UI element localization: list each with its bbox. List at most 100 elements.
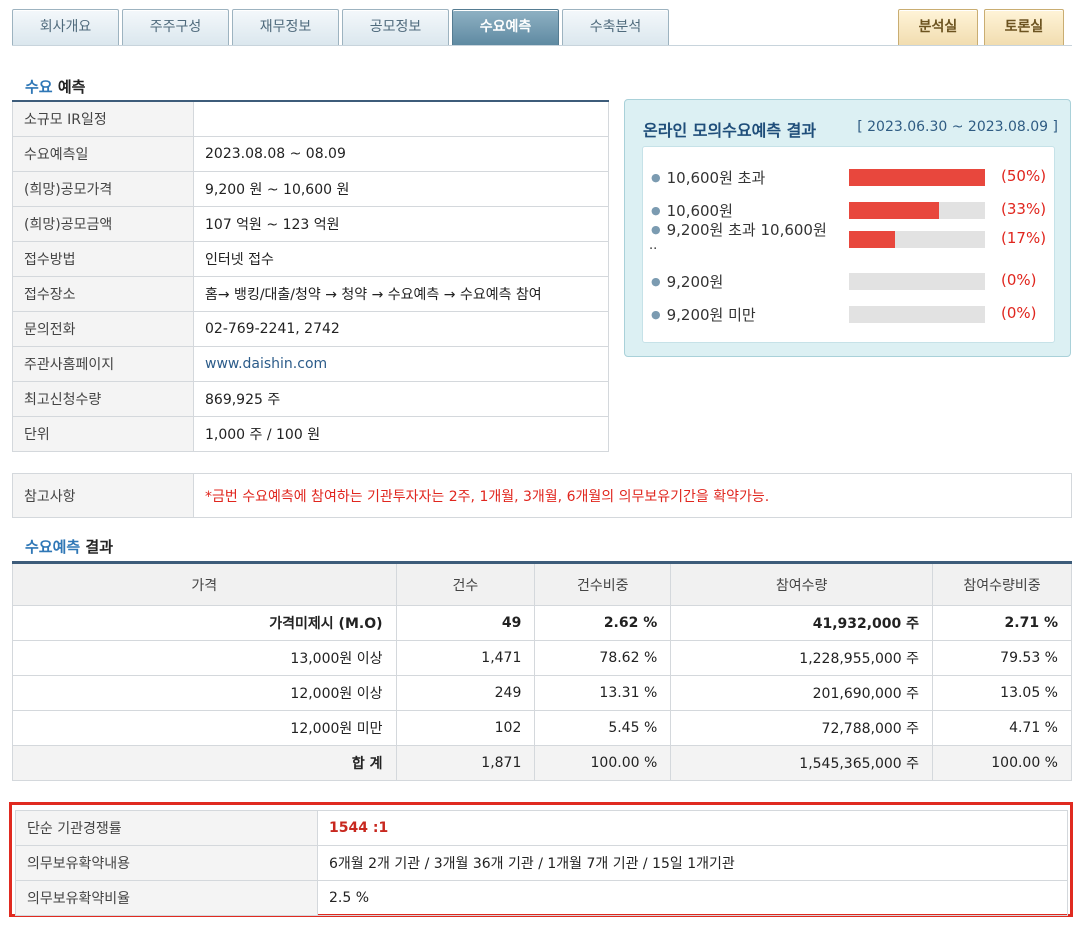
tab-analysis[interactable]: 수축분석 (562, 9, 669, 45)
table-row: 가격미제시 (M.O) 49 2.62 % 41,932,000 주 2.71 % (12, 605, 1072, 641)
table-cell: 13.05 % (932, 675, 1072, 711)
info-value: 9,200 원 ~ 10,600 원 (193, 170, 609, 207)
mock-forecast-bar-fill (849, 231, 896, 248)
table-cell: 41,932,000 주 (670, 605, 934, 641)
online-mock-forecast-panel: 온라인 모의수요예측 결과 [ 2023.06.30 ~ 2023.08.09 … (624, 99, 1071, 357)
forecast-result-table: 가격 건수 건수비중 참여수량 참여수량비중 가격미제시 (M.O) 49 2.62… (12, 561, 1072, 781)
info-label: (희망)공모가격 (12, 170, 194, 207)
table-cell: 12,000원 이상 (12, 675, 397, 711)
mock-forecast-bar-track (849, 202, 985, 219)
table-row: 접수장소 홈→ 뱅킹/대출/청약 → 청약 → 수요예측 → 수요예측 참여 (12, 275, 609, 312)
mock-forecast-percent: (0%) (1001, 271, 1037, 289)
mock-forecast-bar-track (849, 231, 985, 248)
mock-forecast-percent: (33%) (1001, 200, 1047, 218)
online-panel-period: [ 2023.06.30 ~ 2023.08.09 ] (857, 119, 1058, 135)
online-results-list: ● 10,600원 초과 (50%) ● 10,600원 (33%) ● 9,200원 초과 … (642, 146, 1055, 343)
table-row: 의무보유확약내용 6개월 2개 기관 / 3개월 36개 기관 / 1개월 7개… (15, 845, 1068, 881)
bullet-icon: ● (651, 275, 661, 288)
mock-forecast-label: ● 10,600원 (651, 200, 733, 221)
table-cell: 5.45 % (534, 710, 672, 746)
info-value (193, 100, 609, 137)
info-label: 소규모 IR일정 (12, 100, 194, 137)
mock-forecast-label: ● 10,600원 초과 (651, 167, 765, 188)
info-label: 주관사홈페이지 (12, 345, 194, 382)
lockup-ratio-value: 2.5 % (317, 880, 1068, 916)
mock-forecast-label: ● 9,200원 미만 (651, 304, 756, 325)
underwriter-homepage-link[interactable]: www.daishin.com (205, 355, 328, 372)
table-row: 13,000원 이상 1,471 78.62 % 1,228,955,000 주 79.… (12, 640, 1072, 676)
table-row: 문의전화 02-769-2241, 2742 (12, 310, 609, 347)
tab-shareholders[interactable]: 주주구성 (122, 9, 229, 45)
info-label: 접수방법 (12, 240, 194, 277)
table-cell: 72,788,000 주 (670, 710, 934, 746)
table-cell: 2.62 % (534, 605, 672, 641)
table-cell: 13.31 % (534, 675, 672, 711)
mock-forecast-label-text: 10,600원 초과 (666, 169, 766, 187)
mock-forecast-bar-fill (849, 202, 939, 219)
lockup-detail-value: 6개월 2개 기관 / 3개월 36개 기관 / 1개월 7개 기관 / 15일… (317, 845, 1068, 881)
table-cell: 1,545,365,000 주 (670, 745, 934, 781)
table-row: 최고신청수량 869,925 주 (12, 380, 609, 417)
mock-forecast-percent: (0%) (1001, 304, 1037, 322)
table-row: 단순 기관경쟁률 1544 :1 (15, 810, 1068, 846)
note-label: 참고사항 (12, 473, 194, 518)
info-value: 1,000 주 / 100 원 (193, 415, 609, 452)
competition-table: 단순 기관경쟁률 1544 :1 의무보유확약내용 6개월 2개 기관 / 3개… (15, 810, 1068, 916)
mock-forecast-label-text: 9,200원 초과 10,600원 (666, 221, 827, 239)
section-title-highlight: 수요예측 (25, 538, 81, 556)
column-header: 건수 (395, 562, 536, 606)
tab-bar: 회사개요 주주구성 재무정보 공모정보 수요예측 수축분석 분석실 토론실 (12, 6, 1072, 46)
lockup-ratio-label: 의무보유확약비율 (15, 880, 318, 916)
competition-rate-value: 1544 :1 (317, 810, 1068, 846)
tab-demand-forecast[interactable]: 수요예측 (452, 9, 559, 45)
note-text: *금번 수요예측에 참여하는 기관투자자는 2주, 1개월, 3개월, 6개월의… (193, 473, 1072, 518)
bullet-icon: ● (651, 171, 661, 184)
mock-forecast-bar-track (849, 306, 985, 323)
section-title-rest: 결과 (80, 538, 114, 556)
lockup-detail-label: 의무보유확약내용 (15, 845, 318, 881)
info-label: (희망)공모금액 (12, 205, 194, 242)
column-header: 가격 (12, 562, 397, 606)
table-row: 수요예측일 2023.08.08 ~ 08.09 (12, 135, 609, 172)
mock-forecast-label-text: 9,200원 미만 (666, 306, 756, 324)
table-cell: 78.62 % (534, 640, 672, 676)
section-title-rest: 예측 (52, 78, 86, 96)
tab-offering[interactable]: 공모정보 (342, 9, 449, 45)
info-value: 홈→ 뱅킹/대출/청약 → 청약 → 수요예측 → 수요예측 참여 (193, 275, 609, 312)
table-cell: 249 (395, 675, 536, 711)
table-cell: 13,000원 이상 (12, 640, 397, 676)
section-title-highlight: 수요 (25, 78, 53, 96)
table-cell: 가격미제시 (M.O) (12, 605, 397, 641)
mock-forecast-bar-fill (849, 169, 985, 186)
tab-discussion-room[interactable]: 토론실 (984, 9, 1064, 45)
info-label: 단위 (12, 415, 194, 452)
table-cell: 2.71 % (932, 605, 1072, 641)
table-row: (희망)공모가격 9,200 원 ~ 10,600 원 (12, 170, 609, 207)
mock-forecast-label-continuation: .. (649, 238, 658, 253)
note-table: 참고사항 *금번 수요예측에 참여하는 기관투자자는 2주, 1개월, 3개월,… (12, 473, 1072, 518)
column-header: 참여수량 (670, 562, 934, 606)
mock-forecast-percent: (50%) (1001, 167, 1047, 185)
tab-financial[interactable]: 재무정보 (232, 9, 339, 45)
bullet-icon: ● (651, 223, 661, 236)
table-row: 의무보유확약비율 2.5 % (15, 880, 1068, 916)
mock-forecast-label: ● 9,200원 초과 10,600원.. (649, 219, 827, 253)
info-value: 869,925 주 (193, 380, 609, 417)
offering-info-table: 소규모 IR일정 수요예측일 2023.08.08 ~ 08.09 (희망)공모가… (12, 100, 609, 452)
tab-analysis-room[interactable]: 분석실 (898, 9, 978, 45)
info-label: 최고신청수량 (12, 380, 194, 417)
mock-forecast-percent: (17%) (1001, 229, 1047, 247)
mock-forecast-bar-track (849, 169, 985, 186)
online-panel-title: 온라인 모의수요예측 결과 (643, 121, 817, 140)
table-header-row: 가격 건수 건수비중 참여수량 참여수량비중 (12, 562, 1072, 606)
info-label: 문의전화 (12, 310, 194, 347)
table-row: 단위 1,000 주 / 100 원 (12, 415, 609, 452)
table-row: (희망)공모금액 107 억원 ~ 123 억원 (12, 205, 609, 242)
info-value: 02-769-2241, 2742 (193, 310, 609, 347)
mock-forecast-bar-track (849, 273, 985, 290)
table-cell: 102 (395, 710, 536, 746)
table-cell: 100.00 % (932, 745, 1072, 781)
table-cell: 201,690,000 주 (670, 675, 934, 711)
tab-company[interactable]: 회사개요 (12, 9, 119, 45)
info-value: www.daishin.com (193, 345, 609, 382)
